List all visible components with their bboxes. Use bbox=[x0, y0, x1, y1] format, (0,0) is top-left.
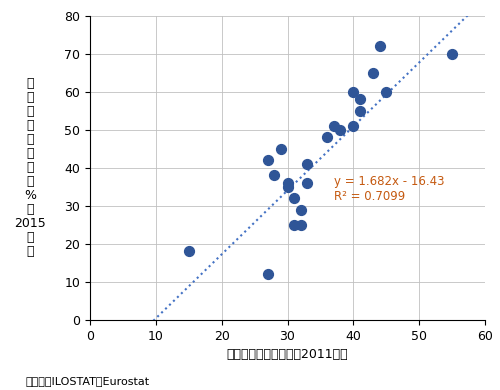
Point bbox=[277, 145, 285, 152]
Point bbox=[350, 123, 358, 129]
Point bbox=[382, 89, 390, 95]
Point bbox=[323, 134, 331, 140]
Point bbox=[296, 222, 304, 228]
Point bbox=[376, 43, 384, 49]
Point bbox=[290, 222, 298, 228]
Point bbox=[303, 161, 311, 167]
Point bbox=[350, 89, 358, 95]
Point bbox=[270, 172, 278, 179]
Point bbox=[336, 126, 344, 133]
Point bbox=[264, 157, 272, 163]
X-axis label: 成人教育参加率（％・2011年）: 成人教育参加率（％・2011年） bbox=[226, 348, 348, 361]
Text: 専
門
技
術
職
比
率
（
%
・
2015
年
）: 専 門 技 術 職 比 率 （ % ・ 2015 年 ） bbox=[14, 77, 46, 258]
Point bbox=[185, 248, 193, 255]
Point bbox=[284, 184, 292, 190]
Point bbox=[296, 206, 304, 213]
Point bbox=[264, 271, 272, 277]
Point bbox=[303, 180, 311, 186]
Text: y = 1.682x - 16.43
R² = 0.7099: y = 1.682x - 16.43 R² = 0.7099 bbox=[334, 176, 444, 203]
Point bbox=[448, 50, 456, 57]
Point bbox=[356, 96, 364, 102]
Text: （資料）ILOSTAT，Eurostat: （資料）ILOSTAT，Eurostat bbox=[25, 376, 149, 386]
Point bbox=[356, 108, 364, 114]
Point bbox=[290, 195, 298, 201]
Point bbox=[330, 123, 338, 129]
Point bbox=[284, 180, 292, 186]
Point bbox=[369, 69, 377, 76]
